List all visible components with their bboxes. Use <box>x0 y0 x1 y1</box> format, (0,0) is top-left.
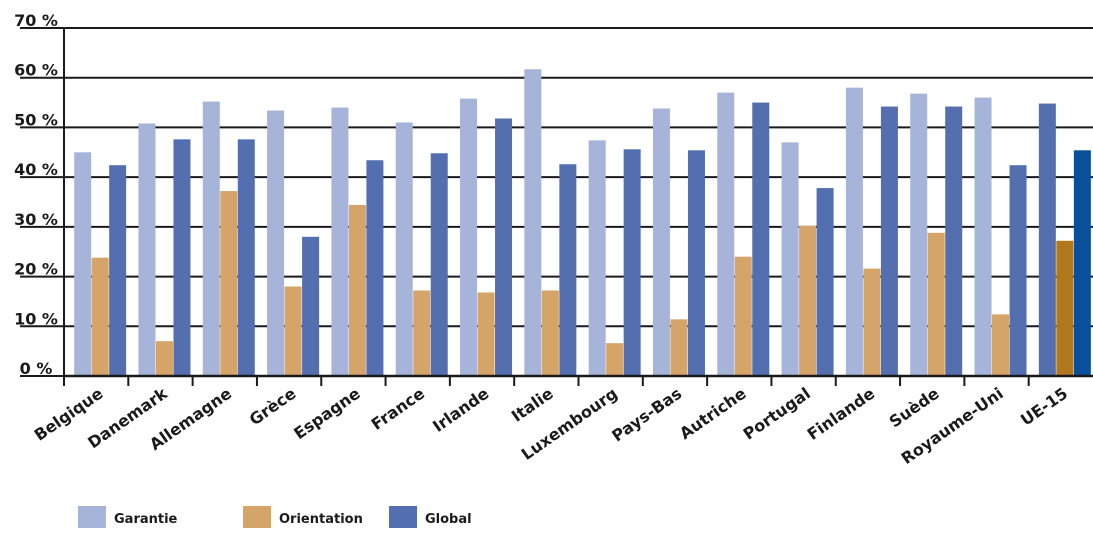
bar-global-finlande <box>880 106 898 376</box>
x-tick-label-autriche: Autriche <box>676 384 750 444</box>
bar-garantie-pays-bas <box>652 108 670 376</box>
grid-lines <box>20 27 1093 377</box>
bar-global-luxembourg <box>623 149 641 376</box>
bar-garantie-autriche <box>717 92 735 376</box>
y-tick-label: 40 % <box>14 160 58 179</box>
bar-global-pays-bas <box>687 150 705 376</box>
bar-garantie-danemark <box>138 123 156 376</box>
bar-garantie-espagne <box>331 107 349 377</box>
bar-orientation-espagne <box>348 204 366 376</box>
legend-label-orientation: Orientation <box>279 512 363 527</box>
bar-global-belgique <box>109 165 127 376</box>
x-tick-label-italie: Italie <box>508 384 557 426</box>
bar-orientation-ue-15 <box>1056 240 1074 376</box>
bar-global-allemagne <box>237 139 255 376</box>
legend-label-global: Global <box>425 512 472 527</box>
y-tick-label: 30 % <box>14 210 58 229</box>
legend-swatch-global <box>389 506 417 528</box>
bar-orientation-irlande <box>477 292 495 376</box>
y-tick-label: 10 % <box>14 309 58 328</box>
x-tick-label-finlande: Finlande <box>804 384 879 444</box>
bar-garantie-belgique <box>74 152 92 376</box>
bar-garantie-portugal <box>781 142 799 376</box>
x-tick-label-portugal: Portugal <box>740 384 814 444</box>
bar-orientation-france <box>413 290 431 376</box>
legend-swatch-garantie <box>78 506 106 528</box>
bars <box>74 69 1091 377</box>
bar-orientation-autriche <box>734 256 752 376</box>
bar-global-espagne <box>366 160 384 376</box>
bar-global-autriche <box>752 102 770 377</box>
bar-garantie-irlande <box>460 98 478 376</box>
legend-swatch-orientation <box>243 506 271 528</box>
bar-global-irlande <box>495 118 513 376</box>
bar-global-suede <box>945 106 963 376</box>
bar-orientation-allemagne <box>220 191 238 376</box>
bar-garantie-italie <box>524 69 542 377</box>
bar-global-grece <box>302 236 320 376</box>
bar-garantie-royaume-uni <box>974 97 992 376</box>
bar-global-royaume-uni <box>1009 165 1027 376</box>
x-tick-label-espagne: Espagne <box>290 384 364 443</box>
x-tick-label-pays-bas: Pays-Bas <box>608 384 685 446</box>
x-tick-label-suede: Suède <box>886 384 943 432</box>
bar-orientation-finlande <box>863 268 881 376</box>
y-tick-label: 70 % <box>14 11 58 30</box>
bar-orientation-danemark <box>155 341 173 376</box>
x-tick-label-france: France <box>368 384 428 434</box>
bar-orientation-italie <box>541 290 559 376</box>
bar-orientation-suede <box>927 232 945 376</box>
bar-global-portugal <box>816 188 834 376</box>
bar-orientation-royaume-uni <box>992 314 1010 376</box>
x-tick-label-ue-15: UE-15 <box>1017 384 1071 430</box>
y-tick-label: 50 % <box>14 110 58 129</box>
bar-garantie-luxembourg <box>588 140 606 376</box>
bar-garantie-finlande <box>845 87 863 377</box>
bar-global-danemark <box>173 139 191 376</box>
y-axis-tick-labels: 0 % 10 % 20 % 30 % 40 % 50 % 60 % 70 % <box>14 11 58 378</box>
bar-garantie-suede <box>910 93 928 376</box>
y-tick-label: 20 % <box>14 260 58 279</box>
bar-global-france <box>430 153 448 376</box>
y-tick-label: 0 % <box>20 359 53 378</box>
bar-garantie-grece <box>267 110 285 377</box>
bar-orientation-portugal <box>799 225 817 376</box>
bar-orientation-pays-bas <box>670 319 688 376</box>
legend-label-garantie: Garantie <box>114 512 178 527</box>
bar-orientation-grece <box>284 286 302 376</box>
bar-global-italie <box>559 164 577 376</box>
x-tick-label-grece: Grèce <box>246 384 300 430</box>
x-tick-label-irlande: Irlande <box>429 384 492 436</box>
bar-orientation-luxembourg <box>606 343 624 376</box>
bar-garantie-france <box>395 122 413 376</box>
axes <box>63 28 1093 386</box>
bar-global-ue-15 <box>1073 150 1091 376</box>
bar-garantie-allemagne <box>202 101 220 376</box>
bar-orientation-belgique <box>91 257 109 376</box>
bar-garantie-ue-15 <box>1038 103 1056 377</box>
y-tick-label: 60 % <box>14 61 58 80</box>
